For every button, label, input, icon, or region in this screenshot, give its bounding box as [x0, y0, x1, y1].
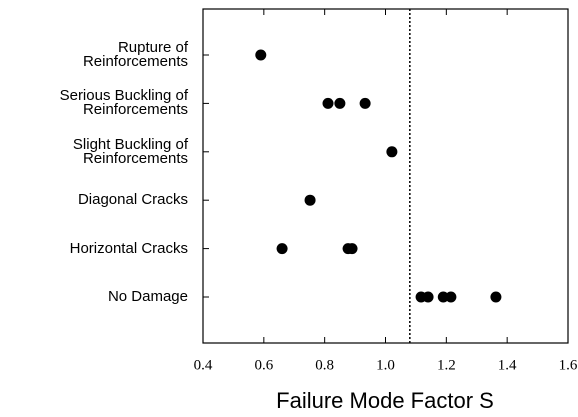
point: [422, 291, 434, 303]
x-tick-label: 1.4: [498, 357, 517, 373]
y-tick-label: Serious Buckling of Reinforcements: [59, 87, 188, 119]
x-tick-label: 0.8: [315, 357, 334, 373]
point: [346, 243, 358, 255]
point: [276, 243, 288, 255]
y-tick-label: Diagonal Cracks: [77, 191, 188, 209]
x-tick-label: 1.6: [559, 357, 578, 373]
point: [322, 97, 334, 109]
x-axis-title: Failure Mode Factor S: [276, 388, 494, 413]
y-tick-label: Horizontal Cracks: [69, 239, 188, 257]
point: [334, 97, 346, 109]
point: [304, 194, 316, 206]
x-tick-label: 0.4: [194, 357, 213, 373]
point: [255, 49, 267, 61]
y-tick-label: No Damage: [107, 288, 188, 305]
x-tick-label: 0.6: [254, 357, 273, 373]
point: [445, 291, 457, 303]
x-tick-label: 1.0: [376, 357, 395, 373]
y-tick-label: Rupture of Reinforcements: [82, 39, 188, 70]
x-tick-label: 1.2: [437, 357, 456, 373]
point: [386, 146, 398, 158]
point: [490, 291, 502, 303]
point: [437, 291, 449, 303]
y-tick-label: Slight Buckling of Reinforcements: [72, 135, 188, 167]
point: [359, 97, 371, 109]
